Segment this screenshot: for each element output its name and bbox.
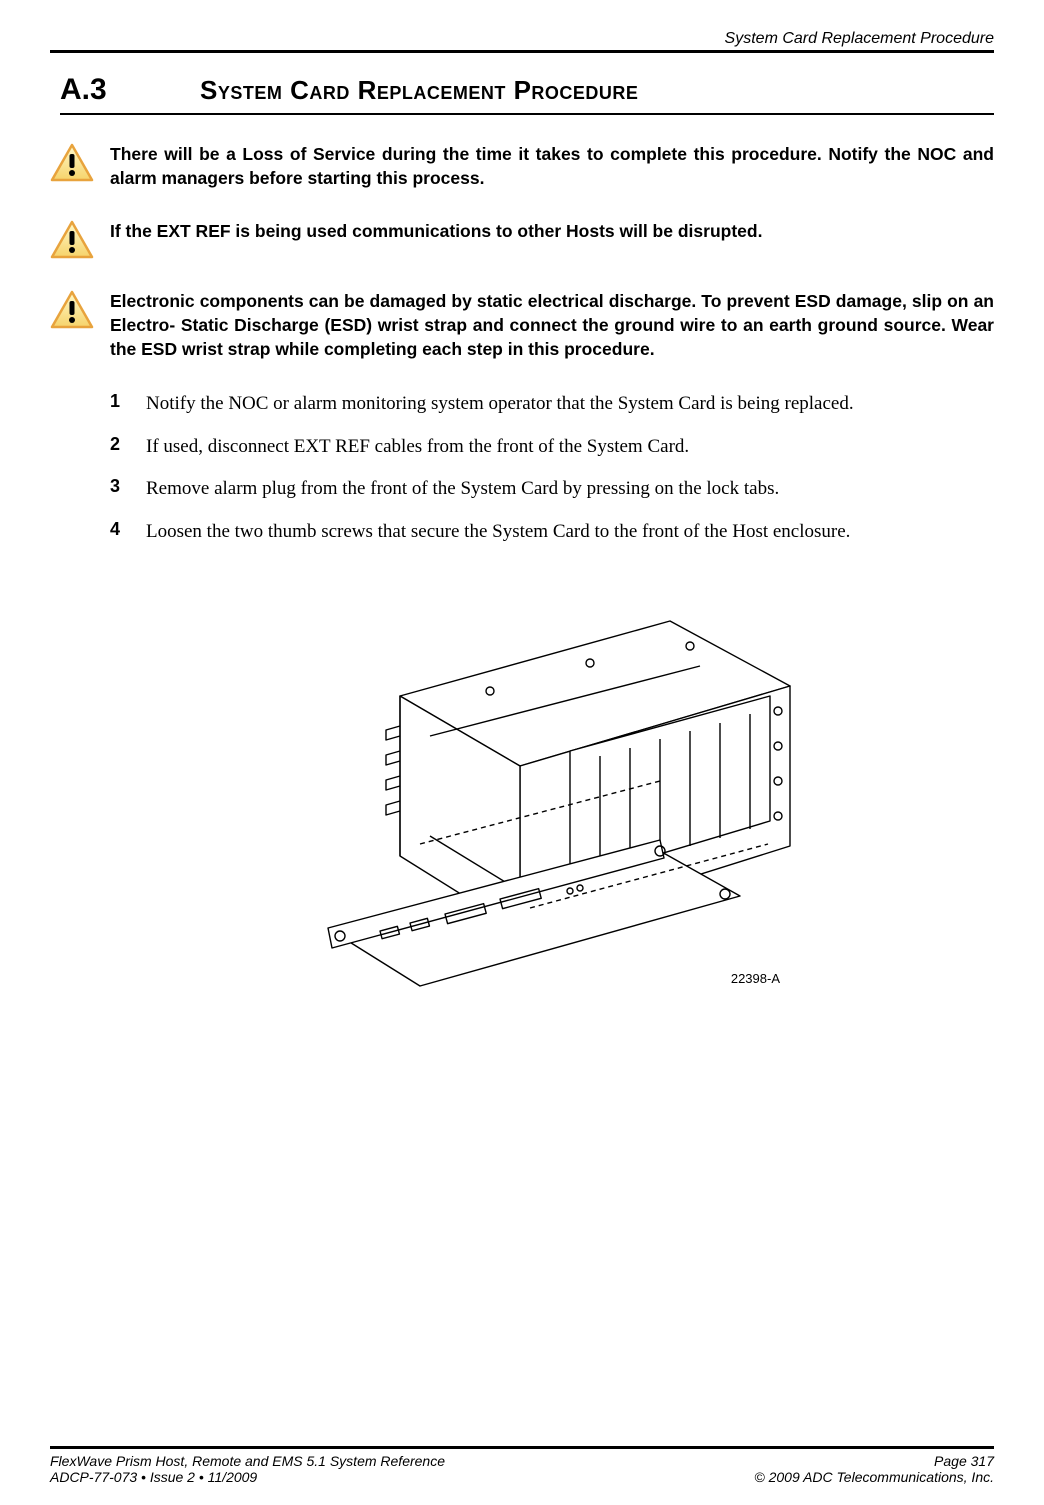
warning-block: There will be a Loss of Service during t… (50, 143, 994, 190)
figure-system-card: 22398-A (270, 576, 830, 1026)
warning-text: If the EXT REF is being used communicati… (110, 220, 994, 244)
section-heading: A.3 System Card Replacement Procedure (60, 73, 994, 115)
figure-label: 22398-A (731, 971, 780, 986)
footer-doc-title: FlexWave Prism Host, Remote and EMS 5.1 … (50, 1453, 445, 1469)
procedure-steps: 1 Notify the NOC or alarm monitoring syst… (110, 391, 994, 545)
warning-text: There will be a Loss of Service during t… (110, 143, 994, 190)
step-number: 3 (110, 476, 130, 497)
procedure-step: 3 Remove alarm plug from the front of the… (110, 476, 994, 503)
step-number: 1 (110, 391, 130, 412)
procedure-step: 4 Loosen the two thumb screws that secure… (110, 519, 994, 546)
step-text: Remove alarm plug from the front of the … (146, 476, 994, 503)
step-number: 2 (110, 434, 130, 455)
warning-text: Electronic components can be damaged by … (110, 290, 994, 361)
footer-copyright: © 2009 ADC Telecommunications, Inc. (754, 1469, 994, 1485)
warning-block: Electronic components can be damaged by … (50, 290, 994, 361)
warning-icon (50, 143, 94, 183)
warning-icon (50, 290, 94, 330)
step-text: If used, disconnect EXT REF cables from … (146, 434, 994, 461)
procedure-step: 2 If used, disconnect EXT REF cables from… (110, 434, 994, 461)
footer-doc-id: ADCP-77-073 • Issue 2 • 11/2009 (50, 1469, 257, 1485)
warning-block: If the EXT REF is being used communicati… (50, 220, 994, 260)
warning-icon (50, 290, 94, 330)
section-number: A.3 (60, 73, 200, 107)
step-text: Notify the NOC or alarm monitoring syste… (146, 391, 994, 418)
page-header: System Card Replacement Procedure (50, 30, 994, 53)
footer-page-number: Page 317 (934, 1453, 994, 1469)
system-card-illustration (270, 576, 830, 1026)
section-title: System Card Replacement Procedure (200, 75, 638, 106)
step-text: Loosen the two thumb screws that secure … (146, 519, 994, 546)
running-title: System Card Replacement Procedure (50, 30, 994, 48)
warning-icon (50, 220, 94, 260)
page-footer: FlexWave Prism Host, Remote and EMS 5.1 … (50, 1446, 994, 1485)
procedure-step: 1 Notify the NOC or alarm monitoring syst… (110, 391, 994, 418)
warning-icon (50, 143, 94, 183)
step-number: 4 (110, 519, 130, 540)
warning-icon (50, 220, 94, 260)
